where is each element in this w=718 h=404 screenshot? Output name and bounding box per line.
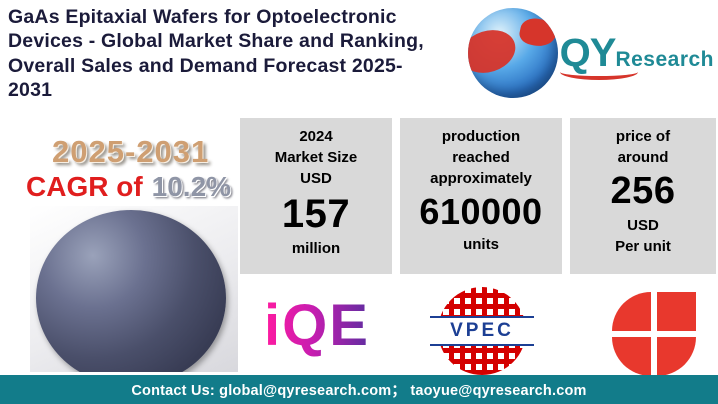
- landmark-logo-quadrant: [612, 292, 651, 331]
- stat-top-line: production: [441, 128, 521, 145]
- contact-footer-bar: Contact Us: global@qyresearch.com； taoyu…: [0, 375, 718, 404]
- landmark-logo: [612, 292, 696, 376]
- forecast-period: 2025-2031: [52, 134, 210, 169]
- stat-top-line: price of: [615, 128, 671, 145]
- landmark-logo-quadrant: [657, 292, 696, 331]
- title-line-4: 2031: [8, 79, 53, 102]
- landmark-logo-quadrant: [612, 337, 651, 376]
- stat-bottom-line: units: [463, 235, 499, 253]
- stat-value: 157: [281, 192, 351, 236]
- stat-bottom-line: Per unit: [615, 237, 671, 255]
- stat-bottom-line: USD: [627, 216, 659, 234]
- stat-card-price: price of around 256 USD Per unit: [570, 118, 716, 274]
- stat-value: 610000: [419, 191, 543, 232]
- landmark-logo-quadrant: [657, 337, 696, 376]
- stat-top-line: around: [617, 149, 669, 166]
- globe-icon: [467, 8, 558, 98]
- wafer-photo: [30, 206, 238, 372]
- contact-text: Contact Us: global@qyresearch.com； taoyu…: [131, 383, 587, 399]
- logo-red-swoosh: [559, 64, 638, 80]
- gaas-wafer-image: [36, 210, 226, 372]
- stat-top-line: USD: [300, 170, 332, 187]
- vpec-logo-text: VPEC: [430, 316, 534, 346]
- cagr-statement: CAGR of 10.2%: [26, 171, 231, 203]
- stat-top-line: Market Size: [274, 149, 358, 166]
- stat-top-line: reached: [452, 149, 510, 166]
- stat-bottom-line: million: [291, 240, 341, 257]
- iqe-logo: iQE: [264, 293, 370, 358]
- vpec-logo: VPEC: [430, 287, 534, 375]
- qyresearch-logo: QYResearch: [467, 8, 714, 98]
- logo-research-text: Research: [615, 47, 714, 71]
- stat-card-production: production reached approximately 610000 …: [400, 118, 562, 274]
- title-line-1: GaAs Epitaxial Wafers for Optoelectronic: [8, 6, 397, 28]
- cagr-value: 10.2%: [151, 171, 232, 202]
- stat-card-market-size: 2024 Market Size USD 157 million: [240, 118, 392, 274]
- stat-top-line: approximately: [430, 170, 532, 187]
- stat-top-line: 2024: [299, 128, 333, 145]
- title-line-2: Devices - Global Market Share and Rankin…: [8, 30, 424, 53]
- page-title: GaAs Epitaxial Wafers for Optoelectronic…: [8, 5, 508, 103]
- qyresearch-logo-text: QYResearch: [559, 31, 714, 80]
- stat-value: 256: [610, 170, 676, 212]
- title-line-3: Overall Sales and Demand Forecast 2025-: [8, 54, 403, 77]
- cagr-label: CAGR of: [26, 171, 143, 202]
